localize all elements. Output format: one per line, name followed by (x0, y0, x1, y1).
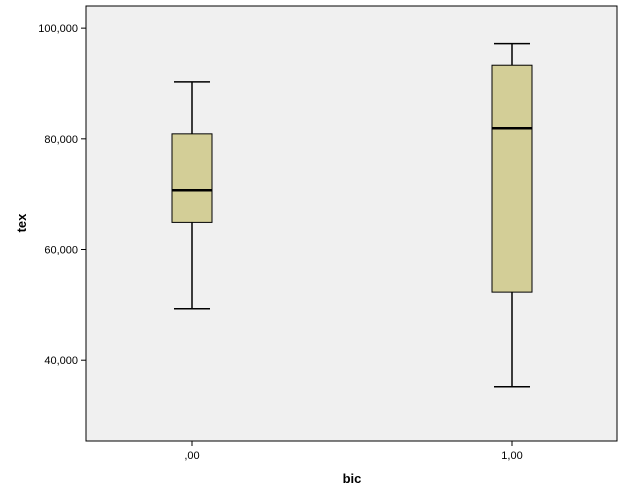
box-2 (491, 42, 533, 388)
y-axis: 40,000 60,000 80,000 100,000 (38, 23, 86, 367)
y-axis-title: tex (14, 213, 29, 233)
x-tick-label: ,00 (184, 450, 199, 462)
plot-area (85, 5, 618, 442)
box-iqr (171, 133, 213, 223)
box-iqr (491, 64, 533, 293)
x-tick-label: 1,00 (501, 450, 522, 462)
y-tick-label: 40,000 (44, 355, 78, 367)
box-1 (171, 81, 213, 310)
x-axis-title: bic (343, 471, 362, 486)
y-tick-label: 60,000 (44, 245, 78, 257)
boxes-group (171, 42, 533, 388)
y-tick-label: 80,000 (44, 134, 78, 146)
x-axis: ,00 1,00 (184, 441, 523, 462)
y-tick-label: 100,000 (38, 23, 78, 35)
